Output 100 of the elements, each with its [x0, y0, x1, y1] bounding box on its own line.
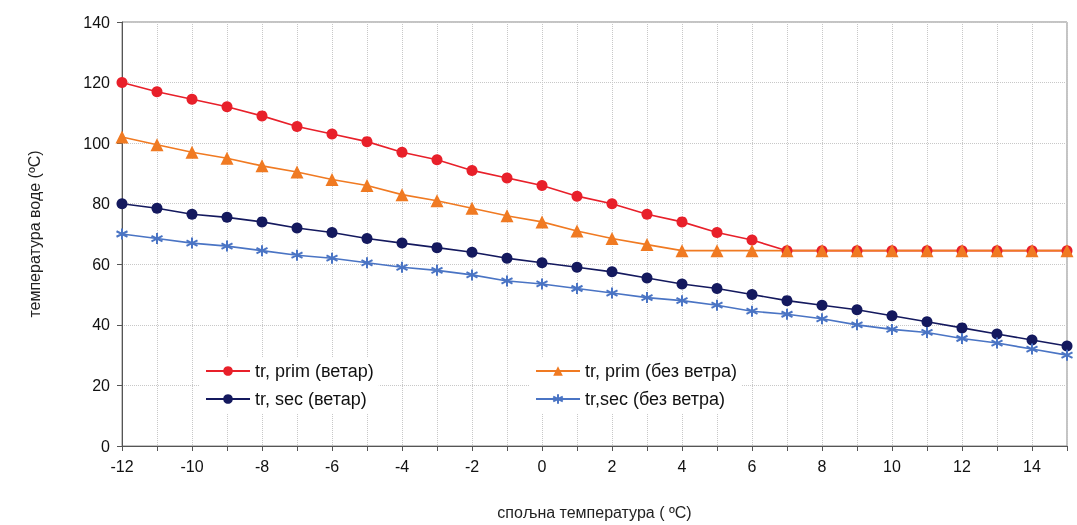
- x-tick-label: 4: [677, 457, 687, 475]
- point: [536, 180, 548, 192]
- point: [676, 278, 688, 290]
- x-tick-label: -12: [110, 457, 134, 475]
- point: [396, 146, 408, 158]
- x-tick-label: -10: [180, 457, 204, 475]
- x-tick-label: 6: [747, 457, 757, 475]
- point: [256, 110, 268, 122]
- point: [536, 257, 548, 269]
- point: [781, 295, 793, 307]
- point: [605, 232, 619, 246]
- point: [1026, 334, 1038, 346]
- point: [815, 312, 829, 326]
- point: [746, 234, 758, 246]
- point: [256, 216, 268, 228]
- point: [326, 226, 338, 238]
- point: [535, 215, 549, 229]
- point: [360, 256, 374, 270]
- x-tick-label: 0: [537, 457, 547, 475]
- x-tick-label: 2: [607, 457, 617, 475]
- point: [325, 172, 339, 186]
- x-axis-title: спољна температура ( ºC): [497, 503, 692, 521]
- x-tick-label: -2: [464, 457, 480, 475]
- point: [501, 172, 513, 184]
- point: [361, 233, 373, 245]
- point: [920, 325, 934, 339]
- point: [185, 236, 199, 250]
- point: [291, 120, 303, 132]
- point: [606, 266, 618, 278]
- point: [500, 274, 514, 288]
- point: [115, 130, 129, 144]
- point: [151, 202, 163, 214]
- point: [1061, 340, 1073, 352]
- point: [886, 310, 898, 322]
- y-tick-label: 60: [92, 255, 111, 273]
- point: [780, 307, 794, 321]
- point: [745, 304, 759, 318]
- point: [431, 154, 443, 166]
- point: [115, 227, 129, 241]
- point: [500, 209, 514, 223]
- point: [255, 244, 269, 258]
- x-tick-label: -6: [324, 457, 340, 475]
- point: [150, 138, 164, 152]
- point: [745, 244, 759, 258]
- point: [290, 165, 304, 179]
- point: [326, 128, 338, 140]
- x-tick-label: 12: [953, 457, 971, 475]
- point: [360, 179, 374, 193]
- y-tick-label: 140: [83, 13, 111, 31]
- point: [711, 283, 723, 295]
- point: [640, 291, 654, 305]
- point: [885, 322, 899, 336]
- y-tick-label: 0: [101, 437, 111, 455]
- point: [186, 93, 198, 105]
- y-tick-label: 80: [92, 195, 111, 213]
- x-tick-label: 8: [817, 457, 827, 475]
- point: [535, 277, 549, 291]
- y-tick-label: 20: [92, 376, 111, 394]
- point: [255, 159, 269, 173]
- point: [1025, 342, 1039, 356]
- point: [220, 151, 234, 165]
- point: [991, 328, 1003, 340]
- point: [431, 242, 443, 254]
- y-tick-label: 40: [92, 316, 111, 334]
- legend-label: tr, sec (ветар): [255, 389, 367, 409]
- point: [921, 316, 933, 328]
- point: [605, 286, 619, 300]
- point: [430, 194, 444, 208]
- point: [466, 246, 478, 258]
- point: [290, 248, 304, 262]
- point: [850, 318, 864, 332]
- point: [571, 261, 583, 273]
- point: [116, 77, 128, 89]
- point: [465, 201, 479, 215]
- point: [396, 237, 408, 249]
- point: [990, 336, 1004, 350]
- point: [501, 252, 513, 264]
- point: [606, 198, 618, 210]
- point: [395, 188, 409, 202]
- point: [676, 216, 688, 228]
- legend-label: tr,sec (без ветра): [585, 389, 726, 409]
- x-tick-label: -4: [394, 457, 410, 475]
- legend-label: tr, prim (ветар): [255, 361, 374, 381]
- point: [746, 289, 758, 301]
- point: [291, 222, 303, 234]
- point: [395, 260, 409, 274]
- point: [640, 238, 654, 252]
- point: [325, 251, 339, 265]
- point: [955, 331, 969, 345]
- point: [570, 224, 584, 238]
- point: [465, 268, 479, 282]
- legend-label: tr, prim (без ветра): [585, 361, 738, 381]
- point: [641, 272, 653, 284]
- point: [430, 263, 444, 277]
- point: [150, 232, 164, 246]
- point: [1060, 348, 1074, 362]
- point: [116, 198, 128, 210]
- x-tick-label: 10: [883, 457, 901, 475]
- y-tick-label: 120: [83, 74, 111, 92]
- point: [186, 208, 198, 220]
